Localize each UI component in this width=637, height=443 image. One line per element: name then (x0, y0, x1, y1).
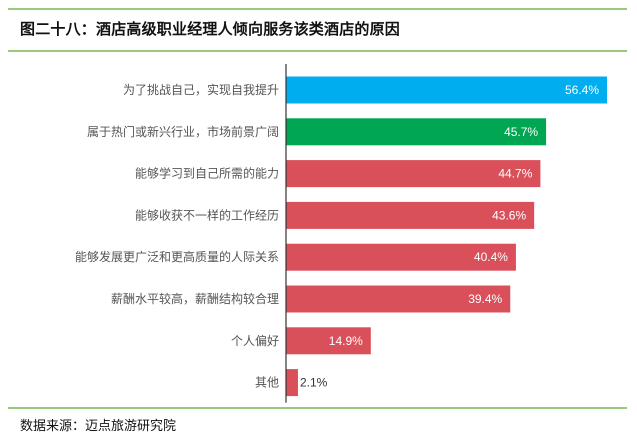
category-label: 能够发展更广泛和更高质量的人际关系 (75, 249, 279, 264)
category-label: 个人偏好 (231, 333, 279, 348)
value-label: 2.1% (300, 376, 328, 390)
bar (286, 160, 541, 188)
value-label: 43.6% (492, 208, 526, 222)
category-label: 薪酬水平较高，薪酬结构较合理 (111, 291, 279, 306)
bar (286, 118, 547, 146)
category-label: 能够学习到自己所需的能力 (135, 166, 279, 181)
value-label: 45.7% (504, 125, 538, 139)
value-label: 40.4% (474, 250, 508, 264)
chart-title: 图二十八：酒店高级职业经理人倾向服务该类酒店的原因 (20, 20, 401, 38)
top-rule (8, 8, 627, 10)
bar (286, 76, 607, 104)
bars-layer: 为了挑战自己，实现自我提升 56.4% 属于热门或新兴行业，市场前景广阔 45.7% 能… (75, 76, 607, 397)
value-label: 14.9% (329, 334, 363, 348)
category-label: 能够收获不一样的工作经历 (135, 207, 279, 222)
bar (286, 327, 371, 355)
source-note: 数据来源：迈点旅游研究院 (20, 419, 177, 434)
bar (286, 369, 298, 397)
category-label: 为了挑战自己，实现自我提升 (123, 82, 279, 97)
bar (286, 243, 516, 271)
value-label: 56.4% (565, 83, 599, 97)
bar (286, 285, 511, 313)
category-label: 属于热门或新兴行业，市场前景广阔 (87, 124, 279, 139)
value-label: 44.7% (498, 167, 532, 181)
value-label: 39.4% (468, 292, 502, 306)
bar (286, 201, 535, 229)
title-rule (8, 50, 627, 52)
bottom-rule (8, 407, 627, 409)
category-label: 其他 (255, 376, 279, 390)
